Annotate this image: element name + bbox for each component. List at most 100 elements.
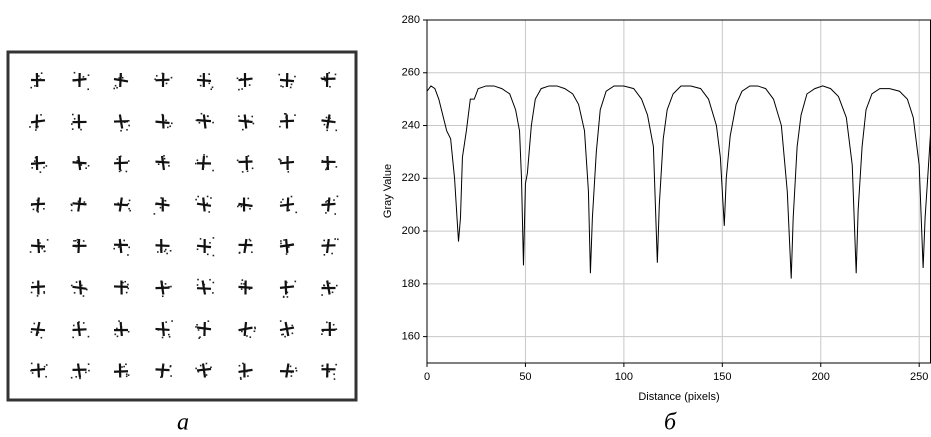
spot-stroke [285, 363, 290, 378]
speck [161, 295, 164, 298]
speck [119, 155, 122, 158]
speck [321, 294, 323, 296]
speck [37, 331, 40, 334]
speck [78, 119, 81, 121]
spot-stroke [243, 238, 248, 254]
spot [154, 72, 173, 88]
speck [70, 376, 73, 379]
speck [331, 252, 333, 255]
speck [279, 320, 282, 322]
speck [127, 283, 129, 286]
speck [72, 324, 75, 327]
speck [212, 169, 214, 172]
speck [247, 119, 249, 122]
spot-stroke [285, 238, 289, 254]
spot [30, 280, 46, 297]
spot [29, 238, 49, 254]
speck [289, 86, 292, 89]
speck [332, 323, 335, 326]
speck [128, 246, 130, 249]
speck [253, 330, 256, 333]
spot [113, 280, 130, 295]
y-tick-label: 220 [402, 172, 420, 184]
speck [118, 77, 120, 79]
speck [168, 333, 170, 336]
speck [41, 247, 43, 250]
spot [236, 72, 253, 91]
spot [279, 280, 297, 298]
spot [279, 320, 295, 338]
speck [165, 119, 167, 122]
spot [238, 362, 253, 380]
speck [209, 278, 211, 281]
spot [279, 112, 296, 129]
speck [241, 171, 244, 173]
speck [254, 326, 256, 329]
speck [251, 115, 254, 118]
speck [283, 239, 285, 241]
speck [72, 161, 75, 163]
speck [287, 209, 289, 211]
speck [327, 163, 330, 165]
speck [127, 287, 130, 290]
spot [321, 280, 338, 296]
speck [329, 117, 331, 120]
speck [74, 239, 77, 242]
speck [38, 323, 40, 325]
speck [280, 201, 282, 203]
speck [278, 73, 281, 76]
speck [82, 322, 85, 324]
speck [325, 167, 328, 169]
speck [157, 163, 160, 165]
speck [39, 242, 41, 244]
speck [154, 78, 156, 81]
spot [195, 112, 214, 129]
speck [124, 280, 127, 283]
speck [40, 203, 42, 205]
speck [169, 125, 171, 128]
speck [323, 254, 326, 256]
speck [328, 71, 330, 74]
spot [113, 197, 131, 212]
speck [254, 327, 256, 330]
spot [155, 154, 170, 171]
spot-stroke [77, 238, 81, 254]
speck [195, 198, 197, 201]
speck [78, 80, 80, 83]
speck [335, 284, 338, 287]
speck [288, 209, 291, 211]
speck [294, 280, 297, 283]
spot [72, 71, 90, 91]
speck [212, 237, 215, 239]
speck [44, 250, 46, 253]
speck [334, 73, 337, 76]
speck [73, 240, 75, 242]
speck [195, 162, 197, 165]
speck [238, 204, 240, 207]
spot [155, 363, 172, 379]
speck [241, 128, 244, 131]
speck [114, 84, 117, 87]
speck [323, 123, 326, 126]
speck [208, 73, 210, 75]
speck [169, 249, 172, 252]
speck [163, 250, 166, 253]
speck [197, 370, 200, 373]
speck [171, 320, 173, 322]
spot-stroke [160, 363, 165, 378]
spot [279, 195, 298, 214]
speck [123, 239, 125, 242]
speck [286, 296, 289, 298]
speck [238, 364, 241, 367]
speck [294, 75, 296, 78]
speck [244, 246, 247, 249]
speck [236, 159, 239, 162]
speck [118, 209, 121, 212]
y-tick-label: 180 [402, 278, 420, 290]
spot [113, 72, 129, 90]
speck [252, 122, 255, 125]
speck [286, 122, 288, 125]
spot [70, 280, 88, 297]
speck [125, 170, 128, 173]
speck [71, 204, 73, 207]
